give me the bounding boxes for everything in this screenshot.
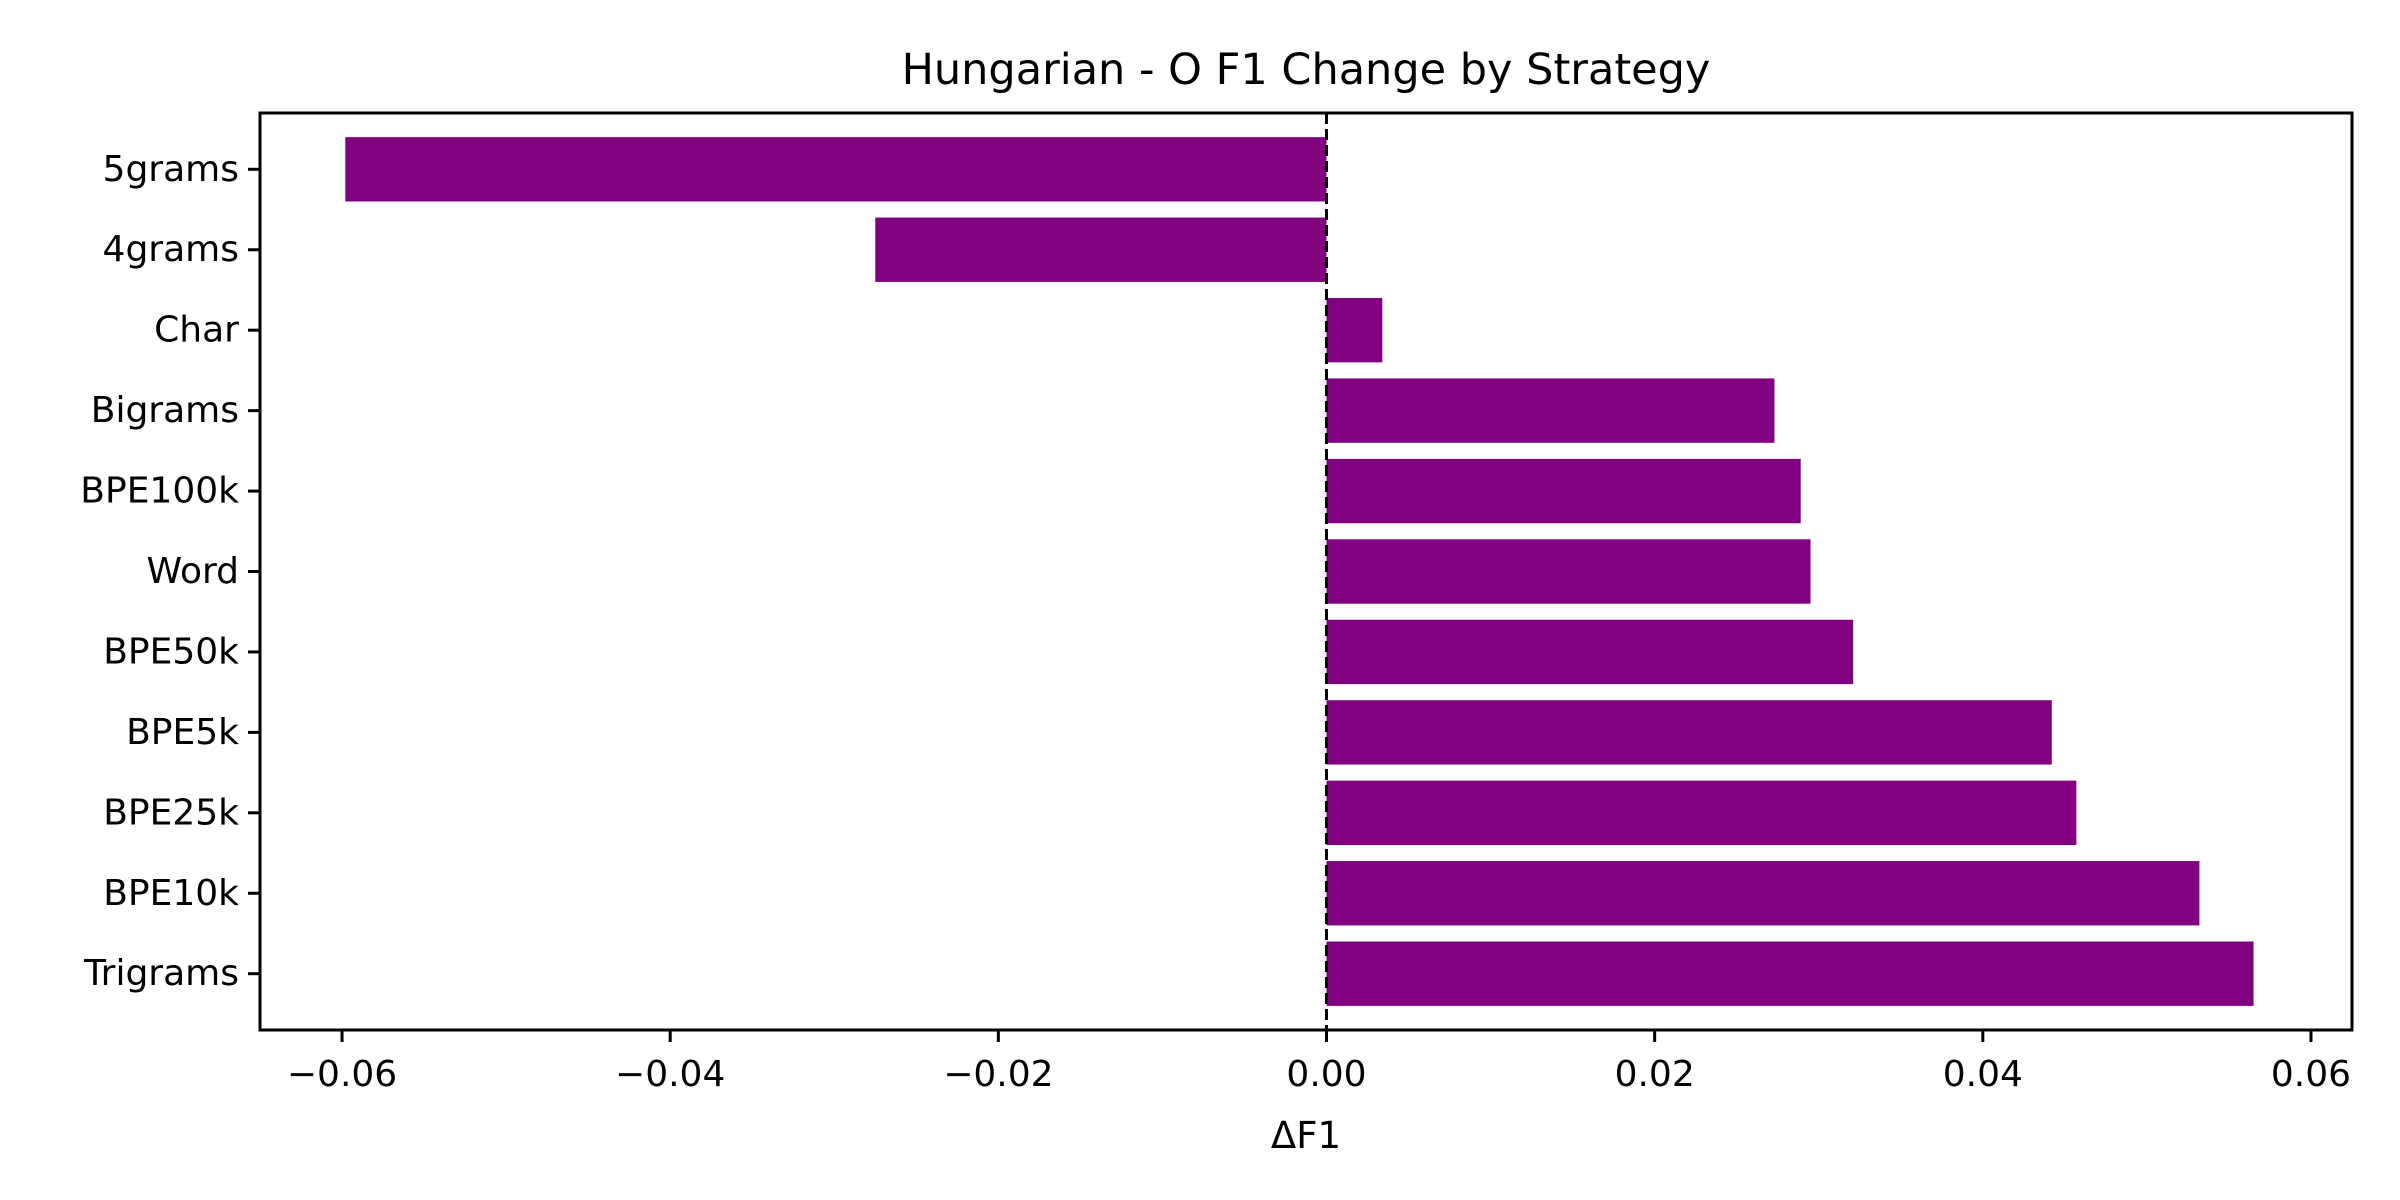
y-tick-label: BPE100k [80, 471, 239, 512]
bar-word [1326, 539, 1811, 604]
bar-4grams [875, 217, 1327, 282]
bar-bpe5k [1326, 700, 2052, 765]
x-tick-label: 0.02 [1615, 1054, 1695, 1095]
y-tick-label: BPE10k [103, 873, 239, 914]
bar-bpe25k [1326, 780, 2077, 845]
x-tick-label: 0.00 [1286, 1054, 1366, 1095]
x-axis: −0.06 −0.04 −0.02 0.00 0.02 0.04 0.06 [287, 1030, 2351, 1095]
x-tick-label: −0.04 [615, 1054, 725, 1095]
y-tick-label: Bigrams [91, 390, 239, 431]
bar-bpe100k [1326, 458, 1801, 524]
y-tick-label: BPE5k [126, 712, 239, 753]
bar-char [1326, 298, 1383, 363]
x-axis-label: ΔF1 [1271, 1114, 1341, 1157]
bars [345, 137, 2254, 1006]
y-axis: Trigrams BPE10k BPE25k BPE5k BPE50k Word BPE10… [80, 149, 260, 994]
y-tick-label: Word [146, 551, 239, 592]
x-tick-label: 0.04 [1943, 1054, 2023, 1095]
chart-title: Hungarian - O F1 Change by Strategy [902, 45, 1711, 95]
x-tick-label: −0.06 [287, 1054, 397, 1095]
y-tick-label: BPE50k [103, 631, 239, 672]
y-tick-label: Trigrams [83, 953, 239, 994]
y-tick-label: 4grams [103, 229, 239, 270]
bar-bpe10k [1326, 861, 2200, 926]
bar-5grams [345, 137, 1327, 202]
y-tick-label: 5grams [103, 149, 239, 190]
x-tick-label: −0.02 [943, 1054, 1053, 1095]
y-tick-label: Char [154, 310, 239, 351]
bar-bigrams [1326, 378, 1775, 443]
y-tick-label: BPE25k [103, 792, 239, 833]
x-tick-label: 0.06 [2271, 1054, 2351, 1095]
bar-bpe50k [1326, 619, 1854, 685]
bar-trigrams [1326, 941, 2254, 1006]
